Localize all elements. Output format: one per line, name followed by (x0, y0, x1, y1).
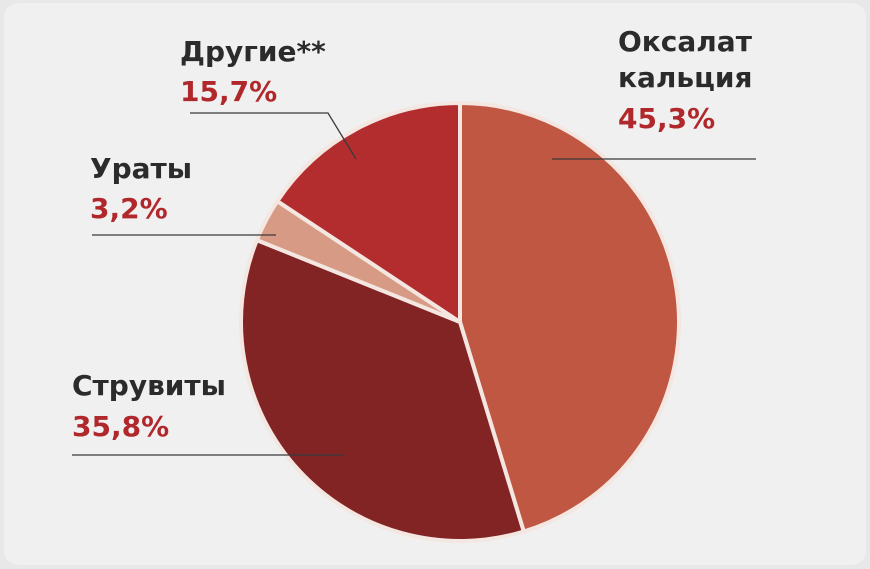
label-other-name: Другие** (180, 35, 326, 68)
label-urate-name: Ураты (90, 152, 192, 185)
label-urate-value: 3,2% (90, 192, 168, 225)
label-oxalate-name-line2: кальция (618, 61, 752, 94)
pie-chart: Оксалат кальция 45,3% Струвиты 35,8% Ура… (72, 25, 756, 543)
label-oxalate-value: 45,3% (618, 102, 715, 135)
label-urate: Ураты 3,2% (90, 152, 276, 236)
label-oxalate-name-line1: Оксалат (618, 25, 753, 58)
label-oxalate: Оксалат кальция 45,3% (552, 25, 756, 160)
chart-panel: Оксалат кальция 45,3% Струвиты 35,8% Ура… (4, 3, 866, 565)
label-struvite-value: 35,8% (72, 410, 169, 443)
pie-slices (239, 101, 681, 543)
label-struvite: Струвиты 35,8% (72, 369, 344, 456)
leader-line-other (190, 112, 357, 160)
pie-outline (239, 101, 681, 543)
label-struvite-name: Струвиты (72, 369, 226, 402)
label-other: Другие** 15,7% (180, 35, 357, 160)
label-other-value: 15,7% (180, 75, 277, 108)
